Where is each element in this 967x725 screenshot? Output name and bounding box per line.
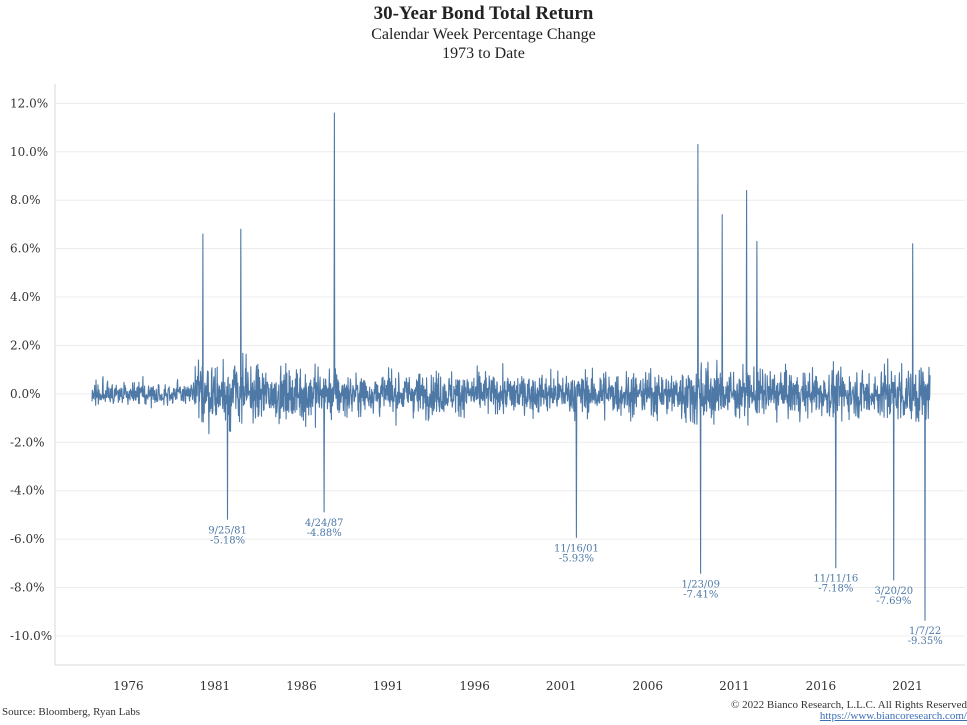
annotation-value: -4.88%	[307, 528, 342, 539]
y-tick-label: -8.0%	[10, 581, 45, 595]
x-tick-label: 2021	[892, 679, 923, 693]
annotation-value: -7.41%	[683, 589, 718, 600]
annotation-date: 9/25/81	[208, 525, 247, 536]
x-tick-label: 1991	[373, 679, 404, 693]
x-tick-label: 1976	[113, 679, 144, 693]
weekly-return-series	[91, 112, 931, 621]
annotation-value: -9.35%	[908, 636, 943, 647]
chart-title: 30-Year Bond Total Return	[373, 3, 594, 24]
source-note: Source: Bloomberg, Ryan Labs	[2, 706, 141, 718]
weekly-return-chart: 12.0% 10.0% 8.0% 6.0% 4.0% 2.0% 0.0% -2.0% -4.0%…	[10, 84, 965, 693]
x-tick-label: 2001	[546, 679, 577, 693]
y-tick-label: 4.0%	[10, 290, 41, 304]
chart-date-range: 1973 to Date	[442, 45, 525, 62]
y-tick-label: -6.0%	[10, 532, 45, 546]
annotation-value: -5.93%	[559, 553, 594, 564]
chart-titles: 30-Year Bond Total Return Calendar Week …	[0, 3, 967, 63]
x-tick-label: 2011	[719, 679, 750, 693]
annotation-date: 4/24/87	[305, 518, 344, 529]
annotation-value: -5.18%	[210, 535, 245, 546]
x-tick-label: 2016	[806, 679, 837, 693]
y-tick-label: 6.0%	[10, 242, 41, 256]
copyright-note: © 2022 Bianco Research, L.L.C. All Right…	[731, 700, 967, 722]
y-tick-label: 12.0%	[10, 96, 48, 110]
annotation-date: 1/7/22	[909, 626, 941, 637]
y-tick-label: 10.0%	[10, 145, 48, 159]
annotation-date: 3/20/20	[875, 586, 914, 597]
annotation-date: 11/16/01	[554, 543, 599, 554]
x-tick-label: 1996	[459, 679, 490, 693]
x-tick-label: 1981	[200, 679, 231, 693]
copyright-text: © 2022 Bianco Research, L.L.C. All Right…	[731, 699, 967, 711]
y-tick-label: 2.0%	[10, 338, 41, 352]
annotation-date: 11/11/16	[813, 574, 858, 585]
website-link[interactable]: https://www.biancoresearch.com/	[819, 710, 967, 722]
y-tick-label: -2.0%	[10, 435, 45, 449]
annotation-value: -7.18%	[818, 584, 853, 595]
x-tick-label: 1986	[286, 679, 317, 693]
annotation-date: 1/23/09	[681, 579, 720, 590]
y-tick-label: 0.0%	[10, 387, 41, 401]
y-tick-label: 8.0%	[10, 193, 41, 207]
x-tick-label: 2006	[633, 679, 664, 693]
chart-subtitle: Calendar Week Percentage Change	[371, 26, 596, 43]
y-tick-label: -10.0%	[10, 629, 52, 643]
annotation-value: -7.69%	[876, 596, 911, 607]
y-tick-label: -4.0%	[10, 484, 45, 498]
